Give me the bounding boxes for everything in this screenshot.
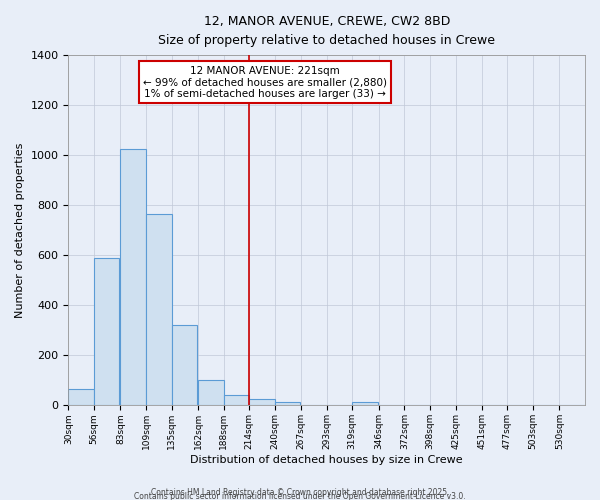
Y-axis label: Number of detached properties: Number of detached properties [15,142,25,318]
Text: Contains public sector information licensed under the Open Government Licence v3: Contains public sector information licen… [134,492,466,500]
Bar [121,149,146,406]
X-axis label: Distribution of detached houses by size in Crewe: Distribution of detached houses by size … [190,455,463,465]
Bar [275,402,300,406]
Bar [198,380,224,406]
Text: Contains HM Land Registry data © Crown copyright and database right 2025.: Contains HM Land Registry data © Crown c… [151,488,449,497]
Bar [94,258,119,406]
Text: 12 MANOR AVENUE: 221sqm
← 99% of detached houses are smaller (2,880)
1% of semi-: 12 MANOR AVENUE: 221sqm ← 99% of detache… [143,66,387,99]
Bar [224,396,249,406]
Bar [146,214,172,406]
Bar [68,389,94,406]
Bar [172,326,197,406]
Title: 12, MANOR AVENUE, CREWE, CW2 8BD
Size of property relative to detached houses in: 12, MANOR AVENUE, CREWE, CW2 8BD Size of… [158,15,495,47]
Bar [352,402,378,406]
Bar [249,399,275,406]
